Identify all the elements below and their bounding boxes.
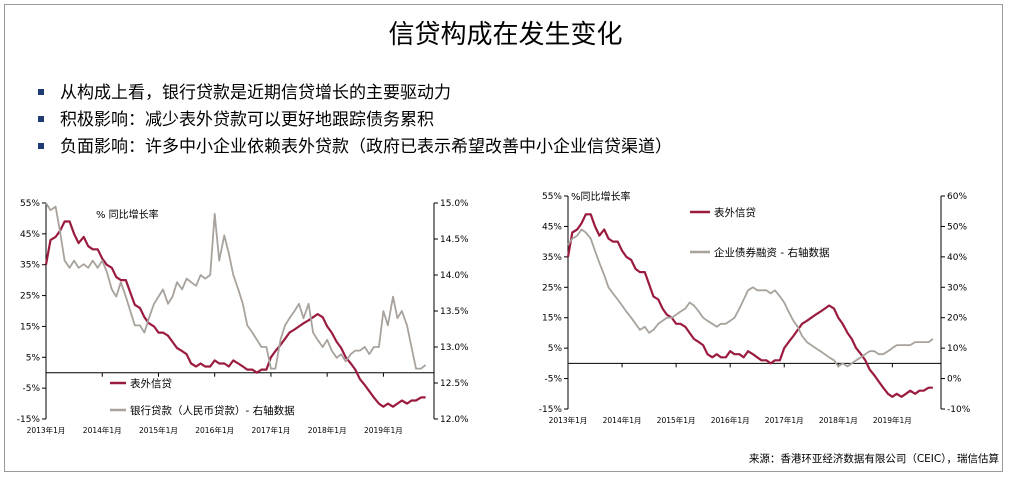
x-tick-label: 2017年1月 <box>251 425 290 435</box>
y-left-tick-label: -15% <box>17 415 41 425</box>
y-left-tick-label: -5% <box>22 384 40 394</box>
y-right-tick-label: 30% <box>947 283 967 293</box>
y-left-tick-label: 25% <box>542 283 562 293</box>
bullet-item: 负面影响：许多中小企业依赖表外贷款（政府已表示希望改善中小企业信贷渠道） <box>38 134 672 161</box>
x-tick-label: 2015年1月 <box>139 425 178 435</box>
x-tick-label: 2014年1月 <box>83 425 122 435</box>
bullet-text: 负面影响：许多中小企业依赖表外贷款（政府已表示希望改善中小企业信贷渠道） <box>60 137 672 157</box>
series-line-red <box>566 213 933 398</box>
y-left-tick-label: 5% <box>548 344 563 354</box>
series-line-gray <box>567 228 934 368</box>
y-right-tick-label: 13.5% <box>440 307 469 317</box>
bullet-square-icon <box>38 142 44 149</box>
y-left-tick-label: 45% <box>20 230 40 240</box>
y-left-tick-label: 25% <box>20 292 40 302</box>
x-tick-label: 2018年1月 <box>819 415 858 425</box>
y-right-tick-label: 13.0% <box>440 343 469 353</box>
series-line-red <box>44 220 426 408</box>
bullet-list: 从构成上看，银行贷款是近期信贷增长的主要驱动力 积极影响：减少表外贷款可以更好地… <box>38 80 672 161</box>
bullet-square-icon <box>38 115 44 122</box>
x-tick-label: 2014年1月 <box>603 415 642 425</box>
legend-label: 表外信贷 <box>714 206 756 219</box>
unit-label: % 同比增长率 <box>96 208 159 221</box>
bullet-text: 积极影响：减少表外贷款可以更好地跟踪债务累积 <box>60 110 434 130</box>
x-tick-label: 2018年1月 <box>308 425 347 435</box>
y-left-tick-label: 35% <box>542 253 562 263</box>
y-right-tick-label: 50% <box>947 222 967 232</box>
x-tick-label: 2015年1月 <box>657 415 696 425</box>
y-right-tick-label: 10% <box>947 344 967 354</box>
legend-label: 表外信贷 <box>130 377 172 390</box>
y-left-tick-label: 55% <box>542 192 562 202</box>
x-tick-label: 2016年1月 <box>195 425 234 435</box>
y-right-tick-label: -10% <box>947 405 971 415</box>
y-left-tick-label: 35% <box>20 261 40 271</box>
y-right-tick-label: 14.5% <box>440 235 469 245</box>
y-right-tick-label: 14.0% <box>440 271 469 281</box>
slide-title: 信贷构成在发生变化 <box>388 20 623 50</box>
y-right-tick-label: 12.5% <box>440 379 469 389</box>
y-left-tick-label: 5% <box>26 353 41 363</box>
bullet-square-icon <box>38 88 44 95</box>
x-tick-label: 2013年1月 <box>27 425 66 435</box>
x-tick-label: 2019年1月 <box>364 425 403 435</box>
y-left-tick-label: 15% <box>20 322 40 332</box>
y-right-tick-label: 60% <box>947 192 967 202</box>
slide-frame <box>4 4 1003 472</box>
x-tick-label: 2016年1月 <box>711 415 750 425</box>
y-left-tick-label: -5% <box>544 375 562 385</box>
y-right-tick-label: 40% <box>947 253 967 263</box>
legend-label: 企业债券融资 - 右轴数据 <box>714 246 830 259</box>
y-right-tick-label: 20% <box>947 314 967 324</box>
bullet-text: 从构成上看，银行贷款是近期信贷增长的主要驱动力 <box>60 83 451 103</box>
y-left-tick-label: -15% <box>539 405 563 415</box>
bullet-item: 从构成上看，银行贷款是近期信贷增长的主要驱动力 <box>38 80 672 107</box>
source-note: 来源：香港环亚经济数据有限公司（CEIC），瑞信估算 <box>748 453 999 465</box>
x-tick-label: 2013年1月 <box>549 415 588 425</box>
y-left-tick-label: 45% <box>542 222 562 232</box>
y-left-tick-label: 55% <box>20 199 40 209</box>
y-right-tick-label: 12.0% <box>440 415 469 425</box>
bullet-item: 积极影响：减少表外贷款可以更好地跟踪债务累积 <box>38 107 672 134</box>
y-right-tick-label: 15.0% <box>440 199 469 209</box>
y-left-tick-label: 15% <box>542 314 562 324</box>
unit-label: %同比增长率 <box>571 190 631 203</box>
x-tick-label: 2019年1月 <box>873 415 912 425</box>
legend-label: 银行贷款（人民币贷款）- 右轴数据 <box>130 404 295 417</box>
x-tick-label: 2017年1月 <box>765 415 804 425</box>
series-line-gray <box>45 202 427 370</box>
y-right-tick-label: 0% <box>947 375 962 385</box>
